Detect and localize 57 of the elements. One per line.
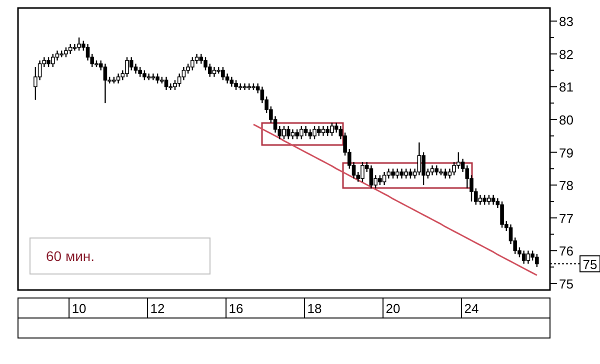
candlestick <box>417 142 422 176</box>
y-tick-label: 80 <box>559 112 574 128</box>
candlestick <box>369 164 374 189</box>
candlestick <box>129 56 134 71</box>
candlestick <box>194 53 199 64</box>
candlestick <box>522 250 526 264</box>
candlestick <box>86 43 90 62</box>
x-tick-label: 24 <box>464 301 479 316</box>
candlestick <box>386 168 391 180</box>
candlestick <box>230 76 234 88</box>
y-tick-label: 77 <box>559 210 574 226</box>
text: 75 <box>582 256 598 272</box>
candlestick <box>526 250 530 264</box>
candlestick <box>177 72 182 88</box>
y-tick-label: 79 <box>559 145 574 160</box>
candlestick <box>134 63 138 74</box>
candlestick <box>321 125 326 136</box>
candlestick <box>212 66 216 78</box>
candlestick <box>55 50 60 62</box>
candlestick <box>395 168 400 180</box>
y-tick-label: 82 <box>559 46 574 62</box>
candlestick <box>199 53 204 64</box>
candlestick <box>382 171 386 186</box>
y-tick-label: 75 <box>559 276 574 292</box>
x-tick-label: 18 <box>307 301 322 316</box>
candlestick <box>448 168 452 180</box>
x-tick-label: 16 <box>228 301 244 316</box>
x-tick-label: 10 <box>72 301 86 316</box>
candlestick <box>290 128 295 140</box>
candlestick <box>208 63 212 78</box>
candlestick <box>316 125 321 136</box>
y-tick-label: 81 <box>559 80 574 95</box>
candlestick <box>326 125 330 136</box>
candlestick <box>400 168 404 180</box>
candlestick <box>308 128 312 140</box>
candlestick <box>478 194 482 206</box>
candlestick <box>304 125 308 136</box>
y-tick-label: 76 <box>559 244 574 259</box>
candlestick <box>491 194 496 206</box>
y-tick-label: 83 <box>559 14 574 30</box>
x-tick-label: 12 <box>150 301 165 316</box>
candlestick <box>334 122 338 134</box>
candlestick <box>68 43 72 55</box>
candlestick <box>103 63 108 104</box>
candlestick <box>443 168 448 180</box>
annotation: 60 мин. <box>46 248 95 264</box>
candlestick <box>164 76 168 91</box>
y-tick-label: 78 <box>559 178 574 194</box>
candlestick <box>50 53 55 68</box>
candlestick <box>434 164 439 176</box>
line-series <box>252 124 538 276</box>
candlestick <box>182 66 186 81</box>
candlestick <box>430 164 434 176</box>
candlestick <box>116 72 120 84</box>
x-tick-label: 20 <box>386 301 400 316</box>
candlestick <box>225 72 230 84</box>
candlestick <box>286 125 290 140</box>
